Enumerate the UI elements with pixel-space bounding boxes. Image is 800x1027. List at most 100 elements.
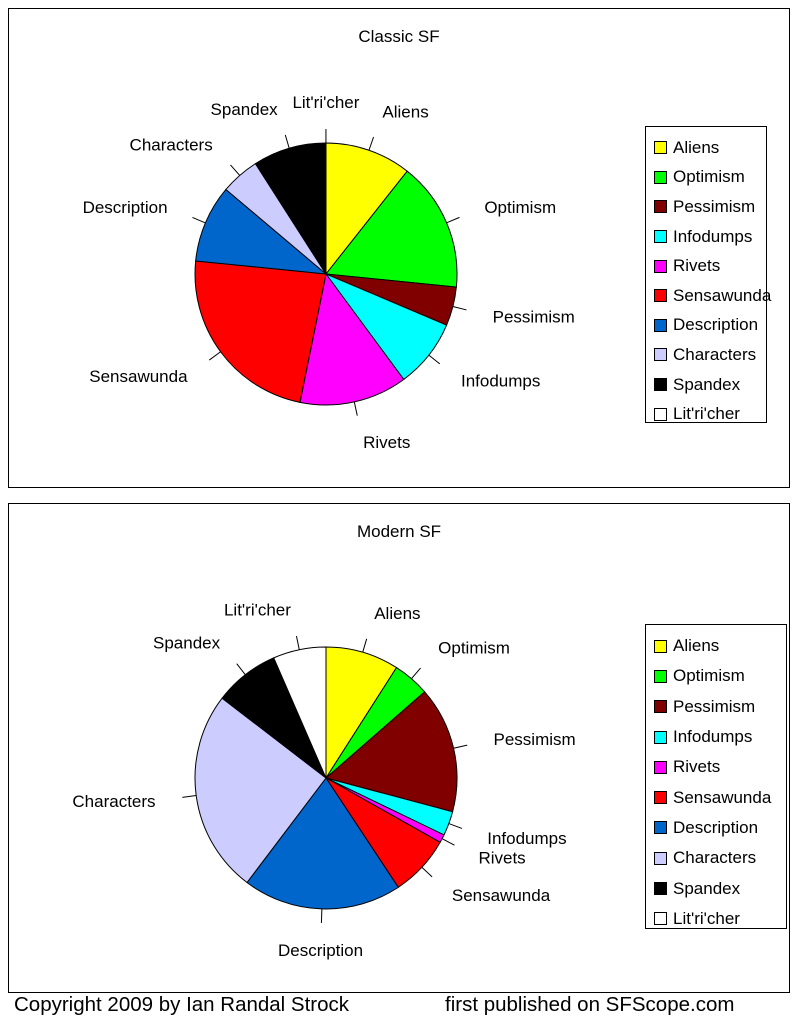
legend-item-description: Description xyxy=(654,311,758,341)
legend-item-spandex: Spandex xyxy=(654,370,758,400)
pie-slice-aliens xyxy=(325,142,408,276)
legend-swatch xyxy=(654,318,667,332)
slice-label-lit-ri-cher: Lit'ri'cher xyxy=(292,93,359,112)
chart-legend: Aliens Optimism Pessimism Infodumps Rivets Se… xyxy=(645,624,787,929)
legend-swatch xyxy=(654,200,667,214)
slice-label-sensawunda: Sensawunda xyxy=(452,886,551,905)
leader-line-rivets xyxy=(441,838,455,846)
legend-label: Pessimism xyxy=(673,696,756,716)
legend-item-sensawunda: Sensawunda xyxy=(654,281,771,311)
legend-label: Rivets xyxy=(673,256,721,276)
legend-swatch xyxy=(654,407,667,421)
leader-line-pessimism xyxy=(452,305,467,311)
legend-item-sensawunda: Sensawunda xyxy=(654,782,778,812)
slice-label-optimism: Optimism xyxy=(438,639,510,658)
legend-label: Lit'ri'cher xyxy=(673,404,740,424)
slice-label-rivets: Rivets xyxy=(363,433,410,452)
slice-label-sensawunda: Sensawunda xyxy=(89,367,188,386)
legend-item-description: Description xyxy=(654,813,778,843)
legend-item-characters: Characters xyxy=(654,340,758,370)
legend-label: Spandex xyxy=(673,374,741,394)
leader-line-optimism xyxy=(446,216,460,224)
legend-swatch xyxy=(654,170,667,184)
legend-label: Lit'ri'cher xyxy=(673,908,740,928)
pie-slice-description xyxy=(246,777,399,910)
slice-label-spandex: Spandex xyxy=(211,100,279,119)
legend-item-optimism: Optimism xyxy=(654,163,758,193)
chart-title: Classic SF xyxy=(358,27,440,46)
legend-label: Description xyxy=(673,315,759,335)
classic-sf-chart-panel: Classic SF Aliens Optimism Pessimism Infodu… xyxy=(8,8,790,488)
legend-label: Aliens xyxy=(673,636,720,656)
legend-swatch xyxy=(654,882,667,896)
leader-line-characters xyxy=(182,795,197,798)
pie-slice-rivets xyxy=(299,272,405,406)
legend-label: Infodumps xyxy=(673,727,753,747)
leader-line-description xyxy=(192,217,206,224)
legend-swatch xyxy=(654,639,667,653)
legend-item-rivets: Rivets xyxy=(654,251,758,281)
leader-line-infodumps xyxy=(428,354,441,365)
legend-item-rivets: Rivets xyxy=(654,752,778,782)
legend-label: Spandex xyxy=(673,878,741,898)
legend-label: Description xyxy=(673,817,759,837)
leader-line-spandex xyxy=(284,134,290,149)
legend-item-optimism: Optimism xyxy=(654,661,778,691)
leader-line-infodumps xyxy=(448,823,463,829)
legend-swatch xyxy=(654,348,667,362)
legend-swatch xyxy=(654,669,667,683)
slice-label-description: Description xyxy=(83,198,168,217)
leader-line-aliens xyxy=(362,638,368,653)
slice-label-aliens: Aliens xyxy=(374,604,420,623)
slice-label-characters: Characters xyxy=(130,136,213,155)
pie-slice-optimism xyxy=(325,170,458,288)
legend-label: Sensawunda xyxy=(673,787,772,807)
legend-item-infodumps: Infodumps xyxy=(654,222,758,252)
legend-swatch xyxy=(654,851,667,865)
legend-swatch xyxy=(654,730,667,744)
legend-item-infodumps: Infodumps xyxy=(654,722,778,752)
legend-swatch xyxy=(654,700,667,714)
legend-swatch xyxy=(654,230,667,244)
slice-label-description: Description xyxy=(278,941,363,960)
legend-swatch xyxy=(654,791,667,805)
legend-swatch xyxy=(654,821,667,835)
legend-item-spandex: Spandex xyxy=(654,873,778,903)
legend-item-aliens: Aliens xyxy=(654,133,758,163)
slice-label-spandex: Spandex xyxy=(153,633,221,652)
legend-label: Optimism xyxy=(673,666,745,686)
legend-swatch xyxy=(654,141,667,155)
slice-label-lit-ri-cher: Lit'ri'cher xyxy=(224,601,291,620)
legend-item-lit-ri-cher: Lit'ri'cher xyxy=(654,399,758,429)
chart-legend: Aliens Optimism Pessimism Infodumps Rivets Se… xyxy=(645,126,771,423)
chart-title: Modern SF xyxy=(356,522,442,541)
slice-label-optimism: Optimism xyxy=(484,198,556,217)
legend-item-pessimism: Pessimism xyxy=(654,692,778,722)
legend-label: Characters xyxy=(673,344,757,364)
legend-item-pessimism: Pessimism xyxy=(654,192,758,222)
legend-label: Infodumps xyxy=(673,226,753,246)
slice-label-aliens: Aliens xyxy=(382,103,428,122)
pie-slice-description xyxy=(195,188,328,275)
leader-line-optimism xyxy=(411,667,421,680)
leader-line-aliens xyxy=(368,136,375,151)
pie-slice-sensawunda xyxy=(194,260,327,403)
legend-label: Sensawunda xyxy=(673,285,772,305)
footer: Copyright 2009 by Ian Randal Strock firs… xyxy=(0,993,800,1023)
legend-item-lit-ri-cher: Lit'ri'cher xyxy=(654,904,778,934)
leader-line-characters xyxy=(230,164,241,176)
legend-item-aliens: Aliens xyxy=(654,631,778,661)
slice-label-characters: Characters xyxy=(72,792,155,811)
leader-line-lit-ri-cher xyxy=(295,635,300,650)
legend-label: Optimism xyxy=(673,167,745,187)
published-on-text: first published on SFScope.com xyxy=(445,993,735,1016)
leader-line-sensawunda xyxy=(209,351,221,361)
legend-swatch xyxy=(654,259,667,273)
copyright-text: Copyright 2009 by Ian Randal Strock xyxy=(14,993,350,1016)
slice-label-rivets: Rivets xyxy=(478,849,525,868)
leader-line-rivets xyxy=(353,401,358,416)
leader-line-spandex xyxy=(236,663,246,676)
slice-label-pessimism: Pessimism xyxy=(494,730,576,749)
leader-line-sensawunda xyxy=(421,866,433,878)
